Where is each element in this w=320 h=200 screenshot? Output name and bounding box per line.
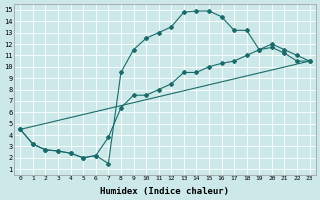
- X-axis label: Humidex (Indice chaleur): Humidex (Indice chaleur): [100, 187, 229, 196]
